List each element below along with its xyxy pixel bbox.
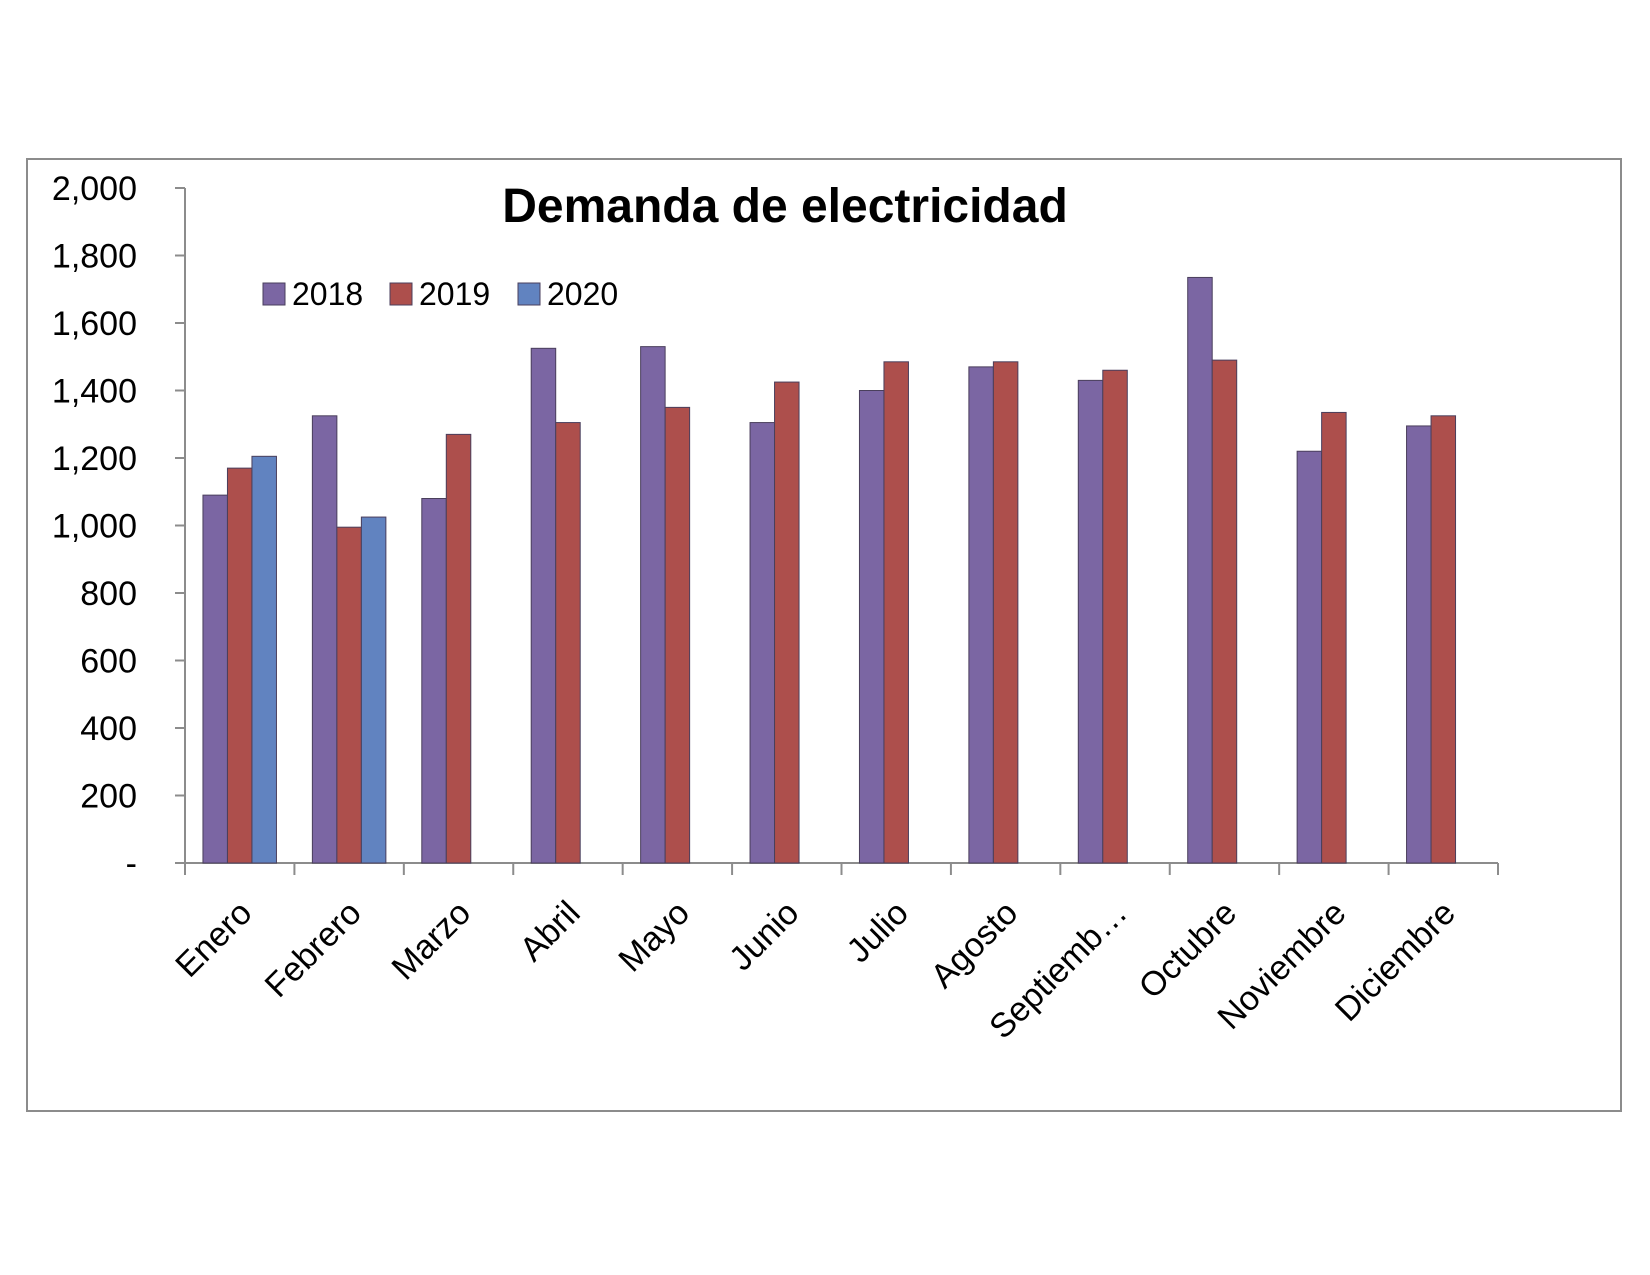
bar-2018-julio [858, 390, 885, 864]
bar-2018-octubre [1187, 276, 1213, 864]
bar-2020-febrero [360, 516, 387, 864]
bar-2018-septiemb [1077, 379, 1104, 864]
bar-2018-junio [749, 422, 776, 864]
x-category-label: Junio [722, 894, 806, 978]
y-tick-label: 1,000 [52, 508, 137, 546]
bar-2018-mayo [640, 346, 666, 864]
bar-2018-noviembre [1296, 450, 1323, 864]
y-tick-label: 1,800 [52, 238, 137, 276]
bar-2019-febrero [336, 526, 362, 864]
bar-2018-abril [530, 347, 557, 864]
x-category-label: Mayo [611, 894, 697, 980]
x-category-label: Febrero [258, 894, 369, 1005]
bar-2019-septiemb [1102, 369, 1128, 864]
x-category-label: Abril [513, 894, 588, 969]
x-category-label: Marzo [385, 894, 479, 988]
y-axis: - 200 400 600 800 1,000 1,200 1,400 1,600 1,800 2,… [52, 170, 186, 883]
x-category-label: Agosto [924, 894, 1026, 996]
bar-2019-abril [555, 422, 581, 864]
x-category-label: Diciembre [1328, 894, 1463, 1029]
bar-2019-noviembre [1321, 411, 1347, 864]
legend-label-2019: 2019 [419, 276, 490, 312]
bar-2018-agosto [968, 366, 994, 864]
bar-2018-enero [202, 494, 228, 864]
x-category-label: Enero [168, 894, 259, 985]
legend-swatch-2020 [517, 282, 541, 306]
bar-2018-febrero [311, 415, 338, 864]
legend-swatch-2018 [262, 282, 286, 306]
legend-label-2018: 2018 [292, 276, 363, 312]
y-tick-label: 800 [80, 575, 137, 613]
bar-2018-marzo [421, 498, 447, 864]
y-tick-label: 2,000 [52, 170, 137, 208]
legend-label-2020: 2020 [547, 276, 618, 312]
y-tick-label: - [126, 845, 137, 883]
bar-2019-julio [883, 361, 909, 864]
legend: 2018 2019 2020 [262, 276, 618, 312]
y-tick-label: 600 [80, 643, 137, 681]
bar-2019-enero [226, 467, 253, 864]
chart-canvas: Demanda de electricidad 2018 2019 2020 - 20… [52, 170, 1499, 1046]
bar-2019-agosto [992, 361, 1019, 864]
bar-2018-diciembre [1406, 425, 1432, 864]
bar-2019-mayo [664, 406, 691, 864]
y-tick-label: 400 [80, 710, 137, 748]
chart-frame: Demanda de electricidad 2018 2019 2020 - 20… [26, 158, 1622, 1112]
bar-2019-junio [774, 381, 800, 864]
chart-title: Demanda de electricidad [502, 180, 1068, 233]
bar-2020-enero [251, 455, 277, 864]
legend-swatch-2019 [389, 282, 413, 306]
bar-2019-diciembre [1430, 415, 1457, 864]
y-tick-label: 1,600 [52, 305, 137, 343]
x-category-label: Octubre [1132, 894, 1244, 1006]
bar-2019-marzo [445, 433, 472, 864]
y-tick-label: 1,400 [52, 373, 137, 411]
y-tick-label: 200 [80, 778, 137, 816]
bars [202, 276, 1457, 864]
x-category-label: Julio [840, 894, 916, 970]
y-tick-label: 1,200 [52, 440, 137, 478]
bar-2019-octubre [1211, 359, 1238, 864]
